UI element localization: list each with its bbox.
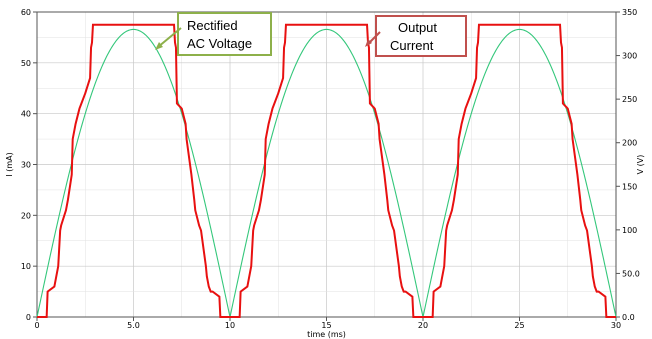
x-tick-label: 15: [321, 321, 331, 330]
y-right-tick-label: 200: [622, 139, 637, 148]
series-line-voltage: [36, 28, 617, 318]
y-left-tick-label: 20: [21, 211, 31, 220]
grid: [36, 11, 617, 318]
y-left-axis-label: I (mA): [5, 152, 14, 176]
y-right-tick-label: 300: [622, 52, 637, 61]
x-tick-label: 0: [34, 321, 39, 330]
callout-voltage-box: [177, 12, 272, 56]
y-right-tick-label: 150: [622, 182, 637, 191]
series-line-current: [37, 23, 616, 318]
x-tick-label: 25: [514, 321, 524, 330]
callout-current-line2: Current: [390, 38, 434, 53]
y-right-tick-label: 250: [622, 95, 637, 104]
y-left-tick-label: 0: [26, 313, 31, 322]
y-left-tick-label: 60: [21, 8, 31, 17]
y-right-tick-label: 50.0: [622, 269, 640, 278]
callout-voltage-arrowhead: [155, 42, 163, 50]
y-right-tick-label: 350: [622, 8, 637, 17]
y-left-axis-ticks: 0 10 20 30 40 50 60: [21, 8, 37, 322]
x-tick-label: 30: [611, 321, 621, 330]
callout-voltage-line1: Rectified: [187, 18, 238, 33]
callout-current-line1: Output: [398, 20, 437, 35]
y-right-axis-label: V (V): [636, 155, 645, 175]
y-left-tick-label: 40: [21, 110, 31, 119]
callout-current: Output Current: [365, 15, 467, 57]
x-tick-label: 10: [225, 321, 235, 330]
y-right-axis-ticks: 0.0 50.0 100 150 200 250 300 350: [616, 8, 640, 322]
callout-voltage-line2: AC Voltage: [187, 36, 252, 51]
y-left-tick-label: 30: [21, 161, 31, 170]
x-axis-ticks: 0 5.0 10 15 20 25 30: [34, 317, 621, 330]
x-tick-label: 5.0: [127, 321, 140, 330]
y-right-tick-label: 100: [622, 226, 637, 235]
y-right-tick-label: 0.0: [622, 313, 635, 322]
callout-voltage-arrow: [157, 27, 182, 48]
callout-voltage: Rectified AC Voltage: [155, 12, 272, 56]
x-tick-label: 20: [418, 321, 428, 330]
x-axis-label: time (ms): [307, 330, 346, 339]
y-left-tick-label: 10: [21, 262, 31, 271]
callout-current-arrowhead: [365, 39, 372, 47]
y-left-tick-label: 50: [21, 59, 31, 68]
